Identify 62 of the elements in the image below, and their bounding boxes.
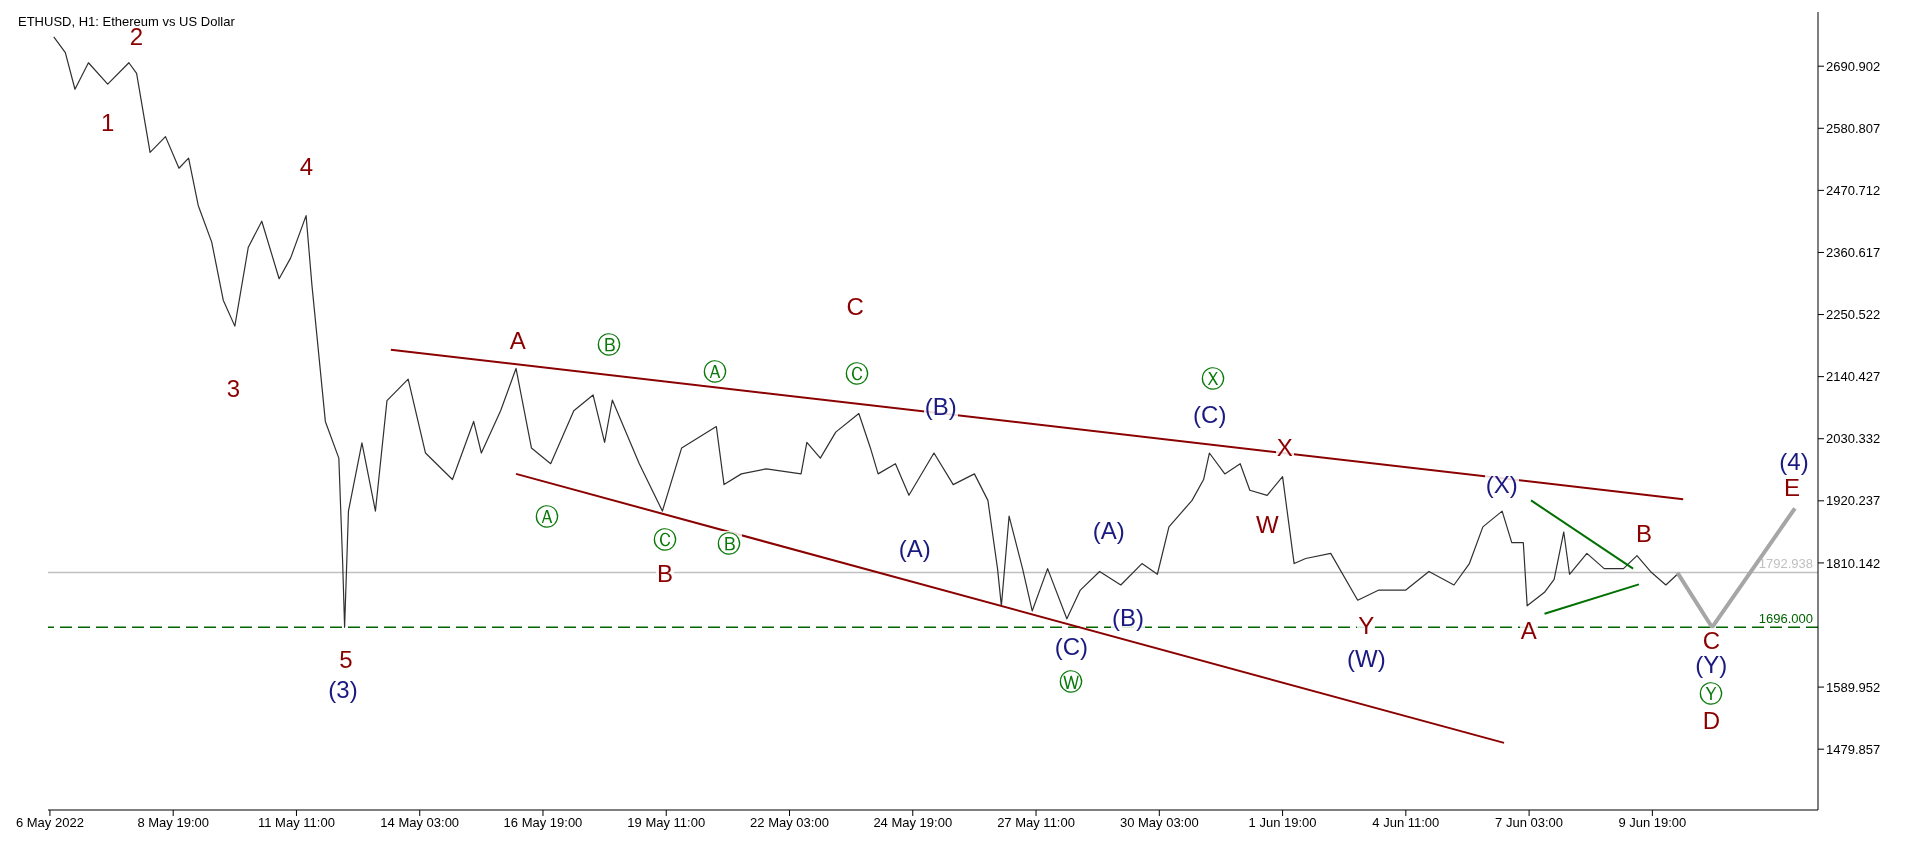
y-tick-label: 1589.952: [1826, 679, 1881, 695]
annotation: (B): [1111, 604, 1146, 632]
y-tick-label: 2360.617: [1826, 245, 1881, 261]
x-tick-label: 7 Jun 03:00: [1495, 815, 1564, 831]
annotation: B: [655, 559, 674, 587]
ref-line-label: 1792.938: [1758, 556, 1813, 572]
annotation: (A): [897, 535, 932, 563]
x-tick-label: 8 May 19:00: [137, 815, 209, 831]
annotation: (A): [1091, 517, 1126, 545]
y-tick-label: 2470.712: [1826, 182, 1881, 198]
annotation: Y: [1357, 611, 1376, 639]
annotation: Ⓑ: [716, 530, 743, 558]
annotation: C: [1701, 627, 1721, 655]
annotation: Ⓒ: [651, 525, 678, 553]
annotation: (C): [1053, 632, 1090, 660]
x-tick-label: 6 May 2022: [15, 815, 84, 831]
annotation: Ⓧ: [1199, 365, 1226, 393]
annotation: (B): [923, 392, 958, 420]
x-tick-label: 19 May 11:00: [627, 815, 706, 831]
x-tick-label: 14 May 03:00: [380, 815, 460, 831]
annotation: Ⓒ: [844, 359, 871, 387]
y-tick-label: 2030.332: [1826, 431, 1881, 447]
y-tick-label: 2250.522: [1826, 307, 1881, 323]
annotation: Ⓑ: [596, 331, 623, 359]
x-tick-label: 27 May 11:00: [997, 815, 1075, 831]
x-tick-label: 30 May 03:00: [1119, 815, 1199, 831]
y-tick-label: 2140.427: [1826, 369, 1881, 385]
annotation: X: [1275, 434, 1294, 462]
y-tick-label: 2690.902: [1826, 58, 1881, 74]
annotation: (4): [1778, 447, 1810, 475]
annotation: 1: [99, 109, 116, 137]
ref-line-label: 1696.000: [1758, 610, 1813, 626]
x-tick-label: 9 Jun 19:00: [1618, 815, 1687, 831]
annotation: (X): [1484, 470, 1519, 498]
annotation: (Y): [1694, 650, 1729, 678]
x-tick-label: 4 Jun 11:00: [1372, 815, 1440, 831]
annotation: C: [845, 293, 865, 321]
annotation: A: [1519, 616, 1538, 644]
x-tick-label: 1 Jun 19:00: [1248, 815, 1317, 831]
annotation: E: [1783, 474, 1802, 502]
x-tick-label: 22 May 03:00: [750, 815, 829, 831]
annotation: Ⓐ: [701, 357, 728, 385]
x-tick-label: 24 May 19:00: [873, 815, 953, 831]
y-tick-label: 1920.237: [1826, 493, 1881, 509]
y-tick-label: 1810.142: [1826, 555, 1881, 571]
annotation: Ⓐ: [533, 502, 560, 530]
annotation: 3: [225, 374, 242, 402]
x-tick-label: 11 May 11:00: [258, 815, 335, 831]
annotation: Ⓦ: [1058, 667, 1085, 695]
y-tick-label: 2580.807: [1826, 120, 1881, 136]
annotation: 4: [298, 152, 315, 180]
annotation: A: [508, 327, 527, 355]
annotation: (W): [1346, 645, 1387, 673]
y-tick-label: 1479.857: [1826, 741, 1881, 757]
x-tick-label: 16 May 19:00: [503, 815, 583, 831]
annotation: 5: [338, 646, 354, 674]
annotation: B: [1635, 519, 1654, 547]
annotation: D: [1701, 706, 1721, 734]
annotation: (C): [1192, 401, 1228, 429]
annotation: W: [1255, 511, 1280, 539]
annotation: Ⓨ: [1698, 680, 1725, 708]
annotation: (3): [327, 676, 359, 704]
